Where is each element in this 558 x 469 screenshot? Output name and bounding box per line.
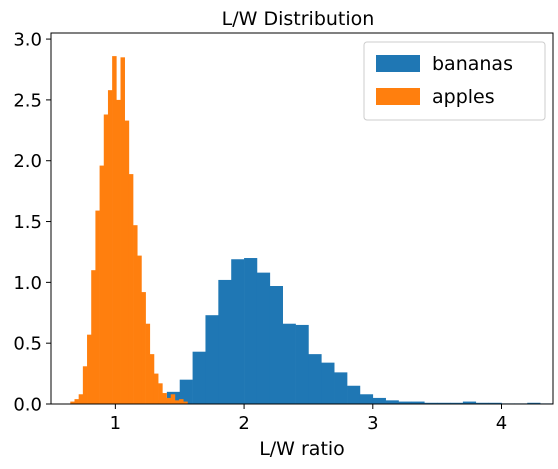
plot-frame — [50, 32, 554, 405]
apples-bar-13 — [124, 120, 130, 404]
bananas-bar-25 — [475, 402, 489, 404]
apples-bar-6 — [95, 210, 100, 404]
bananas-bar-20 — [411, 401, 425, 404]
bananas-bar-22 — [437, 402, 451, 404]
apples-bar-14 — [128, 174, 134, 404]
bananas-bar-4 — [205, 315, 219, 404]
x-tick-label-0: 1 — [110, 413, 121, 434]
y-tick-label-5: 2.5 — [13, 90, 42, 111]
apples-bar-22 — [162, 393, 167, 404]
bananas-bar-18 — [385, 400, 399, 404]
apples-bar-1 — [74, 399, 79, 404]
legend-swatch-apples — [376, 88, 420, 105]
apples-bar-23 — [166, 397, 171, 404]
bananas-bar-2 — [179, 379, 193, 404]
y-tick-label-3: 1.5 — [13, 212, 42, 233]
legend-label-apples: apples — [432, 86, 495, 108]
y-tick-label-2: 1.0 — [13, 273, 42, 294]
bananas-bar-14 — [334, 372, 348, 404]
bananas-bar-3 — [192, 351, 206, 404]
apples-bar-17 — [141, 292, 146, 404]
y-tick-label-6: 3.0 — [13, 30, 42, 51]
bananas-bar-26 — [488, 402, 502, 404]
x-axis-label: L/W ratio — [259, 438, 345, 460]
apples-bar-9 — [107, 90, 113, 405]
apples-bar-4 — [87, 334, 92, 404]
bananas-bar-21 — [424, 402, 438, 404]
apples-bar-11 — [116, 99, 121, 405]
legend-label-bananas: bananas — [432, 53, 513, 75]
bananas-bar-19 — [398, 401, 412, 404]
apples-bar-8 — [103, 114, 109, 404]
legend: bananas apples — [363, 41, 546, 121]
apples-bar-25 — [174, 400, 180, 404]
bananas-bar-9 — [269, 286, 283, 404]
histogram-bars — [70, 56, 554, 405]
apples-bar-27 — [183, 401, 188, 404]
apples-bar-21 — [158, 383, 163, 404]
apples-bar-5 — [91, 270, 96, 404]
x-tick-label-2: 3 — [367, 413, 378, 434]
bananas-bar-16 — [359, 394, 374, 404]
apples-bar-3 — [82, 366, 88, 404]
apples-bar-0 — [70, 401, 75, 404]
bananas-bar-11 — [295, 324, 309, 404]
y-tick-label-4: 2.0 — [13, 151, 42, 172]
bananas-bar-15 — [347, 385, 361, 404]
apples-bar-26 — [179, 399, 184, 404]
apples-bar-2 — [78, 394, 84, 404]
bananas-bar-5 — [218, 279, 232, 404]
y-axis-ticks: 0.0 0.5 1.0 1.5 2.0 2.5 3.0 — [13, 30, 51, 416]
apples-bar-12 — [120, 57, 125, 404]
legend-swatch-bananas — [376, 55, 420, 72]
bananas-bar-7 — [244, 258, 258, 404]
bananas-bar-6 — [231, 259, 245, 404]
bananas-bar-12 — [308, 354, 322, 404]
apples-bar-20 — [153, 373, 159, 404]
bananas-bar-13 — [321, 362, 335, 404]
bananas-bar-24 — [462, 401, 477, 404]
chart-title: L/W Distribution — [222, 8, 375, 30]
apples-bar-24 — [170, 394, 176, 404]
bananas-bar-17 — [372, 397, 386, 404]
bananas-bar-10 — [282, 323, 296, 404]
apples-bar-18 — [145, 323, 151, 404]
x-tick-label-1: 2 — [238, 413, 249, 434]
apples-bar-10 — [112, 56, 117, 405]
apples-bar-7 — [99, 165, 105, 404]
apples-bar-19 — [149, 354, 155, 404]
bananas-bar-8 — [256, 272, 271, 404]
x-axis-ticks: 1 2 3 4 — [110, 404, 507, 434]
x-tick-label-3: 4 — [496, 413, 507, 434]
bananas-bar-23 — [450, 402, 464, 404]
y-tick-label-1: 0.5 — [13, 334, 42, 355]
apples-bar-16 — [137, 255, 142, 404]
bananas-bar-29 — [527, 402, 541, 404]
apples-bar-15 — [133, 225, 138, 404]
y-tick-label-0: 0.0 — [13, 395, 42, 416]
